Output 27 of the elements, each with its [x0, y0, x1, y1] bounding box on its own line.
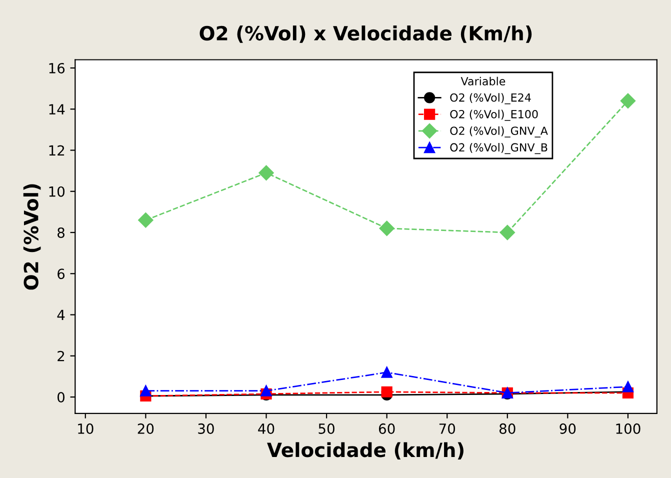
- x-tick-label: 60: [378, 423, 395, 434]
- legend-title: Variable: [460, 76, 506, 86]
- x-tick-label: 30: [198, 423, 214, 434]
- y-tick-label: 6: [58, 268, 65, 280]
- y-tick-label: 4: [57, 310, 65, 320]
- y-axis-title: O2 (%Vol): [23, 184, 41, 290]
- x-tick-label: 40: [258, 423, 274, 434]
- y-tick-label: 2: [58, 350, 64, 362]
- x-tick-label: 10: [78, 423, 94, 434]
- x-tick-label: 80: [500, 423, 516, 434]
- legend-label: O2 (%Vol)_GNV_B: [450, 142, 548, 154]
- y-tick-label: 16: [49, 62, 65, 74]
- y-tick-label: 10: [49, 186, 65, 197]
- chart-title: O2 (%Vol) x Velocidade (Km/h): [200, 26, 532, 43]
- legend-label: O2 (%Vol)_GNV_A: [450, 126, 548, 138]
- x-tick-label: 20: [138, 423, 154, 434]
- y-tick-label: 8: [58, 227, 64, 238]
- y-tick-label: 0: [58, 392, 65, 402]
- x-axis-title: Velocidade (km/h): [267, 442, 464, 460]
- legend-label: O2 (%Vol)_E24: [450, 93, 531, 104]
- y-tick-label: 12: [49, 145, 64, 156]
- x-tick-label: 70: [439, 423, 456, 434]
- y-tick-label: 14: [49, 104, 65, 114]
- x-tick-label: 90: [560, 423, 576, 434]
- x-tick-label: 100: [616, 423, 640, 434]
- x-tick-label: 50: [318, 423, 334, 434]
- legend-label: O2 (%Vol)_E100: [450, 110, 538, 121]
